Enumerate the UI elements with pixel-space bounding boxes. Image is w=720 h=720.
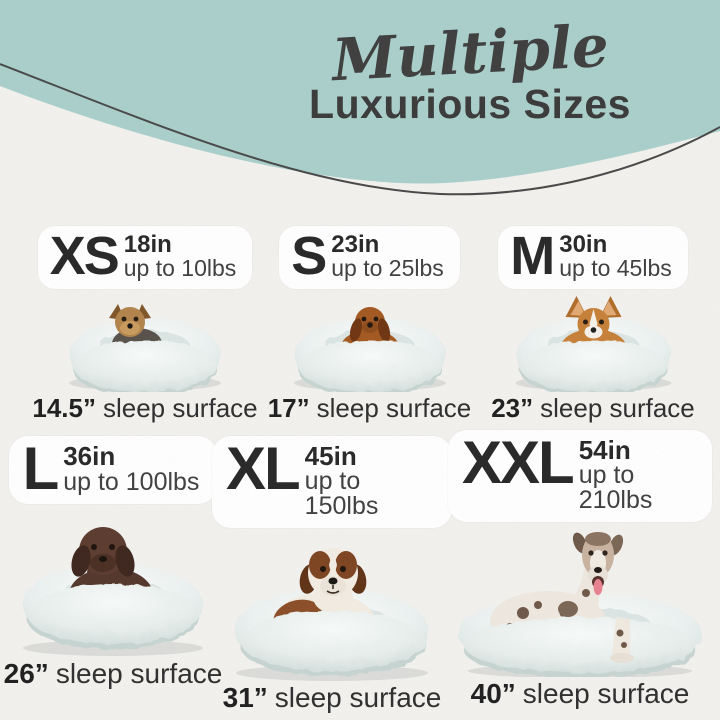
bed-diameter: 18in	[123, 231, 172, 258]
bed-diameter: 23in	[331, 231, 380, 258]
weight-capacity: up to 210lbs	[578, 461, 653, 514]
bed-photo-yorkshire-terrier	[40, 292, 250, 396]
sleep-surface-value: 31”	[222, 682, 268, 713]
weight-capacity: up to 45lbs	[559, 255, 672, 281]
sleep-surface-label: sleep surface	[102, 393, 258, 423]
size-card-xs: XS 18in up to 10lbs	[20, 226, 270, 423]
bed-photo-saint-bernard	[221, 531, 443, 681]
bed-diameter: 45in	[304, 441, 357, 471]
size-badge: XXL 54in up to 210lbs	[448, 430, 712, 522]
sleep-surface-caption: 26” sleep surface	[3, 658, 223, 690]
bed-diameter: 30in	[559, 231, 608, 258]
bed-photo-chocolate-labrador	[11, 507, 215, 657]
size-card-xxl: XXL 54in up to 210lbs	[448, 430, 712, 710]
sleep-surface-label: sleep surface	[274, 682, 442, 713]
sleep-surface-caption: 31” sleep surface	[222, 682, 442, 714]
sleep-surface-value: 14.5”	[32, 393, 96, 423]
bed-photo-dachshund	[265, 292, 475, 396]
sleep-surface-label: sleep surface	[540, 393, 695, 423]
size-badge: L 36in up to 100lbs	[8, 435, 218, 504]
bed-photo-corgi	[486, 292, 701, 396]
size-card-xl: XL 45in up to 150lbs	[212, 436, 452, 714]
sleep-surface-value: 23”	[491, 393, 534, 423]
size-code: S	[291, 226, 327, 286]
header-script-word: Multiple	[330, 11, 610, 95]
bed-diameter: 36in	[63, 441, 116, 471]
size-card-s: S 23in up to 25lbs	[262, 226, 477, 423]
weight-capacity: up to 150lbs	[304, 467, 379, 520]
size-code: XXL	[462, 429, 575, 496]
sleep-surface-value: 17”	[267, 393, 310, 423]
sleep-surface-label: sleep surface	[55, 658, 223, 689]
size-code: XS	[49, 226, 120, 286]
sleep-surface-caption: 23” sleep surface	[491, 394, 695, 423]
size-badge: M 30in up to 45lbs	[498, 226, 688, 289]
weight-capacity: up to 25lbs	[331, 255, 444, 281]
size-code: XL	[226, 435, 301, 502]
header: Multiple Luxurious Sizes	[250, 12, 690, 127]
weight-capacity: up to 10lbs	[123, 255, 237, 281]
sleep-surface-caption: 40” sleep surface	[470, 678, 690, 710]
size-code: M	[510, 226, 555, 286]
sleep-surface-caption: 14.5” sleep surface	[32, 394, 257, 423]
sleep-surface-label: sleep surface	[316, 393, 472, 423]
size-card-m: M 30in up to 45lbs	[478, 226, 708, 423]
sleep-surface-value: 40”	[470, 678, 516, 709]
sleep-surface-caption: 17” sleep surface	[268, 394, 472, 423]
size-badge: S 23in up to 25lbs	[279, 226, 460, 289]
size-code: L	[22, 435, 60, 502]
sleep-surface-value: 26”	[3, 658, 49, 689]
size-badge: XS 18in up to 10lbs	[37, 226, 253, 289]
page-title: Luxurious Sizes	[309, 81, 631, 127]
weight-capacity: up to 100lbs	[63, 468, 200, 496]
bed-photo-great-dane	[448, 525, 712, 678]
size-card-l: L 36in up to 100lbs	[4, 435, 222, 690]
size-badge: XL 45in up to 150lbs	[212, 436, 452, 528]
bed-diameter: 54in	[578, 435, 631, 465]
sleep-surface-label: sleep surface	[522, 678, 690, 709]
